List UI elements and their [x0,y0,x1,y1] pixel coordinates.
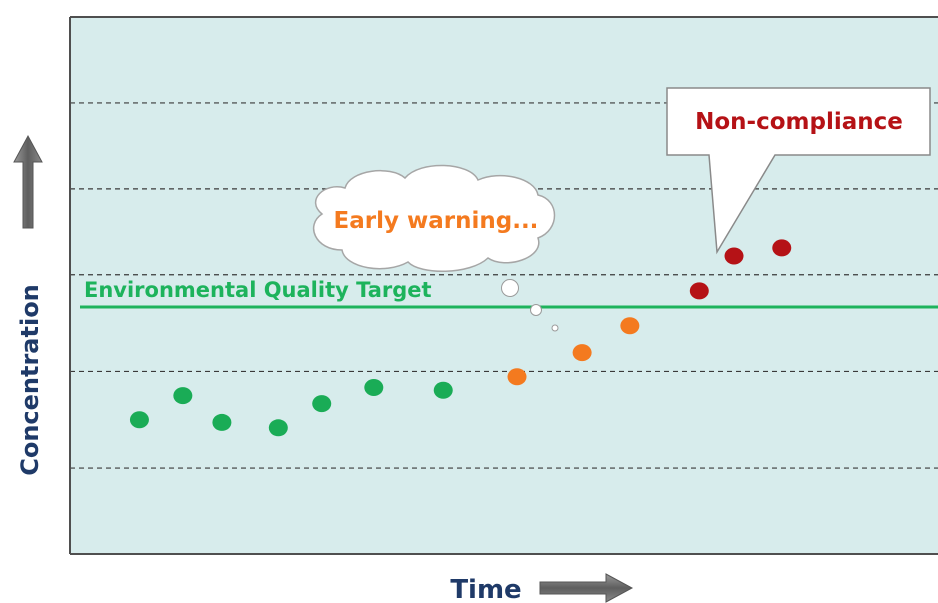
y-axis-arrow [13,134,43,229]
cloud-shape [312,164,556,272]
early-warning-cloud: Early warning... [312,164,559,332]
threshold-label: Environmental Quality Target [84,278,432,302]
data-point [312,395,332,413]
data-point [364,379,384,397]
early-warning-label: Early warning... [334,208,539,234]
non-compliance-label: Non-compliance [695,109,903,135]
x-axis-title: Time [450,575,521,603]
data-point [572,344,592,362]
data-point [689,282,709,300]
cloud-trail-dot [551,324,559,332]
x-axis-arrow-shape [539,573,634,603]
data-point [724,247,744,265]
data-point [772,239,792,257]
data-point [433,381,453,399]
data-point [129,411,149,429]
y-axis-title: Concentration [16,284,44,476]
x-axis-arrow [539,573,634,603]
data-points [129,239,792,437]
data-point [212,413,232,431]
data-point [173,387,193,405]
non-compliance-callout: Non-compliance [666,87,931,255]
cloud-trail-dot [501,279,519,297]
data-point [268,419,288,437]
data-point [620,317,640,335]
y-axis-arrow-shape [13,134,43,229]
callout-shape [666,87,931,255]
data-point [507,368,527,386]
cloud-trail-dot [530,304,542,316]
